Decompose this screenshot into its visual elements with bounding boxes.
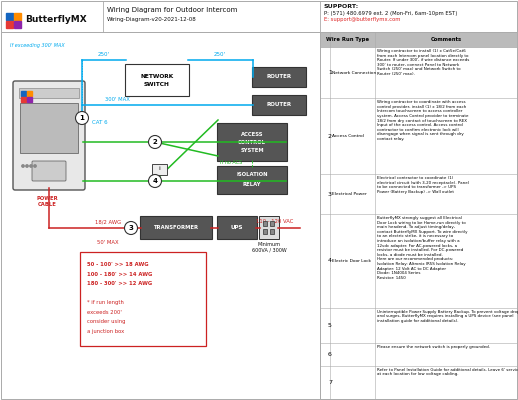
Text: 18/2 AWG: 18/2 AWG bbox=[95, 219, 121, 224]
FancyBboxPatch shape bbox=[252, 95, 306, 115]
Circle shape bbox=[149, 174, 162, 188]
Bar bbox=[21, 97, 26, 102]
Circle shape bbox=[34, 165, 36, 167]
Text: 4: 4 bbox=[152, 178, 157, 184]
Text: 110 - 120 VAC: 110 - 120 VAC bbox=[256, 219, 294, 224]
Circle shape bbox=[149, 136, 162, 148]
Text: Access Control: Access Control bbox=[332, 134, 364, 138]
Circle shape bbox=[30, 165, 32, 167]
Text: 7: 7 bbox=[328, 380, 332, 385]
Text: Please ensure the network switch is properly grounded.: Please ensure the network switch is prop… bbox=[377, 345, 490, 349]
Bar bbox=[263, 221, 267, 226]
Text: SYSTEM: SYSTEM bbox=[240, 148, 264, 152]
FancyBboxPatch shape bbox=[259, 216, 279, 239]
Text: Network Connection: Network Connection bbox=[332, 71, 376, 75]
Text: 1: 1 bbox=[328, 70, 332, 75]
FancyBboxPatch shape bbox=[151, 164, 166, 174]
Text: 600VA / 300W: 600VA / 300W bbox=[252, 247, 286, 252]
FancyBboxPatch shape bbox=[320, 32, 517, 47]
Text: 2: 2 bbox=[153, 139, 157, 145]
Text: TRANSFORMER: TRANSFORMER bbox=[153, 225, 198, 230]
FancyBboxPatch shape bbox=[217, 166, 287, 194]
FancyBboxPatch shape bbox=[80, 252, 206, 346]
Bar bbox=[27, 91, 32, 96]
Text: CONTROL: CONTROL bbox=[238, 140, 266, 144]
Circle shape bbox=[26, 165, 28, 167]
Text: E: support@butterflymx.com: E: support@butterflymx.com bbox=[324, 16, 400, 22]
FancyBboxPatch shape bbox=[125, 64, 189, 96]
Text: If no ACS: If no ACS bbox=[220, 160, 242, 166]
Bar bbox=[270, 229, 274, 234]
Text: Electrical contractor to coordinate (1)
electrical circuit (with 3-20 receptacle: Electrical contractor to coordinate (1) … bbox=[377, 176, 469, 194]
Text: Refer to Panel Installation Guide for additional details. Leave 6' service loop
: Refer to Panel Installation Guide for ad… bbox=[377, 368, 518, 376]
Text: Wiring contractor to install (1) x Cat5e/Cat6
from each Intercom panel location : Wiring contractor to install (1) x Cat5e… bbox=[377, 49, 469, 76]
Text: 3: 3 bbox=[328, 192, 332, 196]
Text: RELAY: RELAY bbox=[243, 182, 261, 188]
Text: 300' MAX: 300' MAX bbox=[105, 97, 130, 102]
Circle shape bbox=[76, 112, 89, 124]
Text: 250': 250' bbox=[214, 52, 226, 57]
Text: Wire Run Type: Wire Run Type bbox=[326, 37, 369, 42]
Text: 50' MAX: 50' MAX bbox=[97, 240, 119, 245]
Text: 4: 4 bbox=[328, 258, 332, 263]
Text: 50 - 100' >> 18 AWG: 50 - 100' >> 18 AWG bbox=[87, 262, 149, 267]
Text: Electric Door Lock: Electric Door Lock bbox=[332, 259, 371, 263]
Text: 6: 6 bbox=[328, 352, 332, 357]
Text: 3: 3 bbox=[128, 225, 134, 231]
Text: consider using: consider using bbox=[87, 319, 125, 324]
Text: If exceeding 300' MAX: If exceeding 300' MAX bbox=[10, 42, 65, 48]
FancyBboxPatch shape bbox=[217, 123, 287, 161]
Bar bbox=[19, 88, 79, 98]
Text: 100 - 180' >> 14 AWG: 100 - 180' >> 14 AWG bbox=[87, 272, 152, 276]
FancyBboxPatch shape bbox=[320, 32, 517, 399]
Text: 250': 250' bbox=[98, 52, 110, 57]
FancyBboxPatch shape bbox=[1, 32, 320, 399]
Bar bbox=[21, 91, 26, 96]
Text: Minimum: Minimum bbox=[257, 242, 281, 247]
Circle shape bbox=[124, 222, 137, 234]
FancyBboxPatch shape bbox=[1, 1, 517, 32]
Text: Wiring Diagram for Outdoor Intercom: Wiring Diagram for Outdoor Intercom bbox=[107, 7, 237, 13]
Text: CAT 6: CAT 6 bbox=[92, 120, 108, 126]
Text: i: i bbox=[158, 166, 160, 172]
Text: 5: 5 bbox=[328, 323, 332, 328]
Text: ButterflyMX strongly suggest all Electrical
Door Lock wiring to be Home-run dire: ButterflyMX strongly suggest all Electri… bbox=[377, 216, 468, 280]
Text: ACCESS: ACCESS bbox=[241, 132, 263, 136]
Text: POWER: POWER bbox=[36, 196, 58, 200]
Bar bbox=[6, 13, 13, 20]
Text: P: (571) 480.6979 ext. 2 (Mon-Fri, 6am-10pm EST): P: (571) 480.6979 ext. 2 (Mon-Fri, 6am-1… bbox=[324, 10, 457, 16]
Text: a junction box: a junction box bbox=[87, 328, 124, 334]
FancyBboxPatch shape bbox=[32, 161, 66, 181]
Bar bbox=[270, 221, 274, 226]
Bar bbox=[6, 21, 13, 28]
Text: Wiring contractor to coordinate with access
control provider, install (1) x 18/2: Wiring contractor to coordinate with acc… bbox=[377, 100, 468, 141]
Bar bbox=[20, 103, 78, 153]
Text: UPS: UPS bbox=[231, 225, 243, 230]
Bar bbox=[14, 13, 21, 20]
Bar bbox=[263, 229, 267, 234]
Text: CABLE: CABLE bbox=[38, 202, 56, 206]
Text: Wiring-Diagram-v20-2021-12-08: Wiring-Diagram-v20-2021-12-08 bbox=[107, 18, 197, 22]
Text: SUPPORT:: SUPPORT: bbox=[324, 4, 359, 8]
Text: 180 - 300' >> 12 AWG: 180 - 300' >> 12 AWG bbox=[87, 281, 152, 286]
Text: * if run length: * if run length bbox=[87, 300, 124, 305]
Text: 1: 1 bbox=[80, 115, 84, 121]
Text: NETWORK: NETWORK bbox=[140, 74, 174, 78]
FancyBboxPatch shape bbox=[252, 67, 306, 87]
Text: ROUTER: ROUTER bbox=[266, 74, 292, 80]
Text: Uninterruptible Power Supply Battery Backup. To prevent voltage drops
and surges: Uninterruptible Power Supply Battery Bac… bbox=[377, 310, 518, 323]
Text: SWITCH: SWITCH bbox=[144, 82, 170, 86]
Text: 2: 2 bbox=[328, 134, 332, 139]
Text: Electrical Power: Electrical Power bbox=[332, 192, 367, 196]
Bar bbox=[14, 21, 21, 28]
Text: Comments: Comments bbox=[430, 37, 462, 42]
Text: ROUTER: ROUTER bbox=[266, 102, 292, 108]
FancyBboxPatch shape bbox=[217, 216, 257, 239]
FancyBboxPatch shape bbox=[140, 216, 212, 239]
Text: exceeds 200': exceeds 200' bbox=[87, 310, 122, 314]
Bar bbox=[27, 97, 32, 102]
Text: ISOLATION: ISOLATION bbox=[236, 172, 268, 178]
Circle shape bbox=[22, 165, 24, 167]
FancyBboxPatch shape bbox=[13, 81, 85, 190]
Text: ButterflyMX: ButterflyMX bbox=[25, 16, 87, 24]
